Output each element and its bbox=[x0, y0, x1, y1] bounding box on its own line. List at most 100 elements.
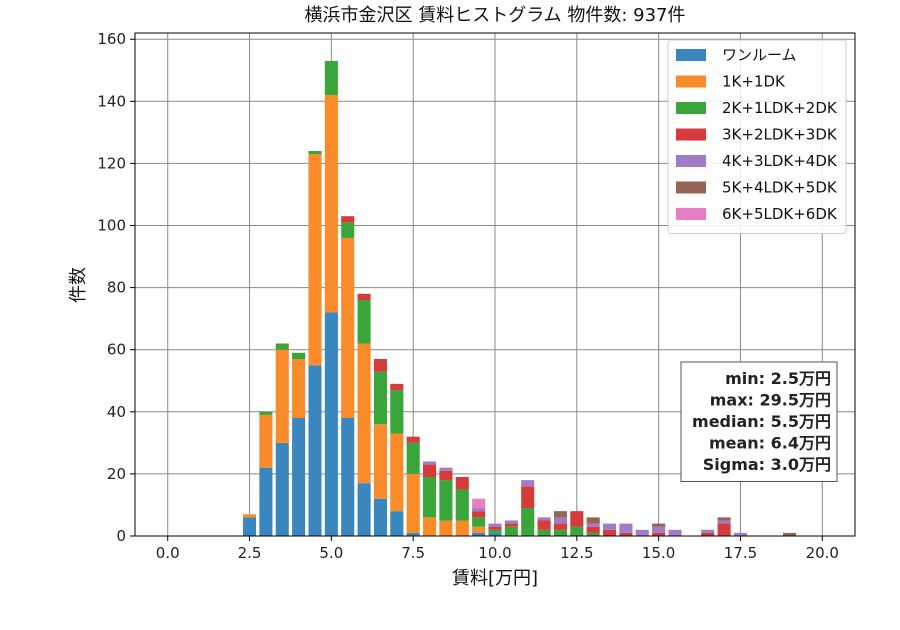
stats-line: mean: 6.4万円 bbox=[709, 434, 831, 453]
bar-segment bbox=[619, 523, 633, 533]
bar-segment bbox=[390, 511, 404, 536]
bar-segment bbox=[357, 293, 371, 301]
y-tick-label: 20 bbox=[107, 465, 126, 483]
legend-label: ワンルーム bbox=[722, 46, 797, 64]
bar-segment bbox=[504, 526, 518, 536]
bar-segment bbox=[652, 532, 666, 536]
bar-segment bbox=[701, 532, 715, 536]
bar-segment bbox=[259, 467, 273, 536]
x-tick-label: 20.0 bbox=[806, 544, 839, 562]
bar-segment bbox=[324, 60, 338, 96]
x-tick-label: 5.0 bbox=[319, 544, 343, 562]
bar-segment bbox=[488, 532, 502, 536]
bar-segment bbox=[292, 418, 306, 536]
bar-segment bbox=[586, 523, 600, 527]
bar-segment bbox=[455, 520, 469, 536]
bar-segment bbox=[488, 529, 502, 533]
legend-box bbox=[667, 39, 847, 234]
bar-segment bbox=[570, 511, 584, 527]
stats-box: min: 2.5万円 max: 29.5万円 median: 5.5万円 mean: … bbox=[680, 361, 838, 482]
bar-segment bbox=[243, 517, 257, 536]
legend-label: 2K+1LDK+2DK bbox=[722, 99, 838, 117]
bar-segment bbox=[406, 442, 420, 474]
bar-segment bbox=[521, 486, 535, 509]
legend: ワンルーム 1K+1DK 2K+1LDK+2DK 3K+2LDK+3DK 4K+3LDK… bbox=[667, 39, 847, 234]
x-tick-label: 15.0 bbox=[642, 544, 675, 562]
legend-swatch bbox=[676, 128, 706, 141]
legend-swatch bbox=[676, 102, 706, 114]
bar-segment bbox=[553, 523, 567, 530]
bar-segment bbox=[553, 517, 567, 524]
chart-title: 横浜市金沢区 賃料ヒストグラム 物件数: 937件 bbox=[304, 5, 685, 26]
bar-segment bbox=[341, 216, 355, 223]
bar-segment bbox=[373, 371, 387, 425]
x-axis-ticks: 0.0 2.5 5.0 7.5 10.0 12.5 15.0 17.5 20.0 bbox=[156, 536, 839, 562]
legend-label: 5K+4LDK+5DK bbox=[722, 179, 838, 197]
x-axis-label: 賃料[万円] bbox=[452, 568, 538, 589]
legend-label: 4K+3LDK+4DK bbox=[722, 152, 838, 170]
bar-segment bbox=[373, 498, 387, 536]
bar-segment bbox=[390, 433, 404, 512]
stats-line: Sigma: 3.0万円 bbox=[703, 455, 831, 474]
bars-layer bbox=[243, 60, 797, 536]
bar-segment bbox=[603, 529, 617, 536]
bar-segment bbox=[717, 517, 731, 521]
bar-segment bbox=[504, 523, 518, 527]
y-tick-label: 140 bbox=[97, 92, 126, 110]
legend-swatch bbox=[676, 208, 706, 220]
bar-segment bbox=[537, 529, 551, 536]
bar-segment bbox=[717, 520, 731, 524]
bar-segment bbox=[390, 383, 404, 391]
legend-swatch bbox=[676, 75, 706, 88]
x-tick-label: 0.0 bbox=[156, 544, 180, 562]
y-tick-label: 120 bbox=[97, 154, 126, 172]
bar-segment bbox=[472, 508, 486, 512]
bar-segment bbox=[390, 390, 404, 434]
bar-segment bbox=[423, 461, 437, 465]
bar-segment bbox=[455, 489, 469, 521]
bar-segment bbox=[275, 343, 289, 350]
bar-segment bbox=[373, 359, 387, 372]
bar-segment bbox=[439, 467, 453, 471]
bar-segment bbox=[586, 517, 600, 524]
bar-segment bbox=[521, 508, 535, 536]
bar-segment bbox=[733, 532, 747, 536]
stats-box-frame bbox=[680, 361, 838, 482]
bar-segment bbox=[652, 523, 666, 527]
bar-segment bbox=[472, 517, 486, 527]
bar-segment bbox=[406, 532, 420, 536]
y-tick-label: 160 bbox=[97, 30, 126, 48]
bar-segment bbox=[603, 523, 617, 530]
legend-label: 6K+5LDK+6DK bbox=[722, 205, 838, 223]
bar-segment bbox=[324, 95, 338, 313]
x-tick-label: 10.0 bbox=[478, 544, 511, 562]
bar-segment bbox=[652, 526, 666, 533]
bar-segment bbox=[586, 532, 600, 536]
bar-segment bbox=[439, 470, 453, 481]
bar-segment bbox=[275, 442, 289, 536]
bar-segment bbox=[537, 517, 551, 521]
bar-segment bbox=[357, 483, 371, 536]
bar-segment bbox=[308, 365, 322, 536]
bar-segment bbox=[783, 532, 797, 536]
legend-swatch bbox=[676, 181, 706, 194]
x-tick-label: 7.5 bbox=[401, 544, 425, 562]
stats-line: median: 5.5万円 bbox=[692, 412, 831, 431]
bar-segment bbox=[357, 300, 371, 344]
bar-segment bbox=[570, 526, 584, 536]
bar-segment bbox=[423, 477, 437, 518]
bar-segment bbox=[521, 480, 535, 487]
bar-segment bbox=[357, 343, 371, 484]
bar-segment bbox=[308, 154, 322, 366]
bar-segment bbox=[472, 526, 486, 533]
bar-segment bbox=[275, 349, 289, 443]
y-tick-label: 100 bbox=[97, 217, 126, 235]
x-tick-label: 12.5 bbox=[560, 544, 593, 562]
legend-swatch bbox=[676, 49, 706, 61]
bar-segment bbox=[472, 532, 486, 536]
x-tick-label: 2.5 bbox=[238, 544, 262, 562]
bar-segment bbox=[373, 424, 387, 499]
bar-segment bbox=[423, 517, 437, 536]
y-tick-label: 60 bbox=[107, 341, 126, 359]
